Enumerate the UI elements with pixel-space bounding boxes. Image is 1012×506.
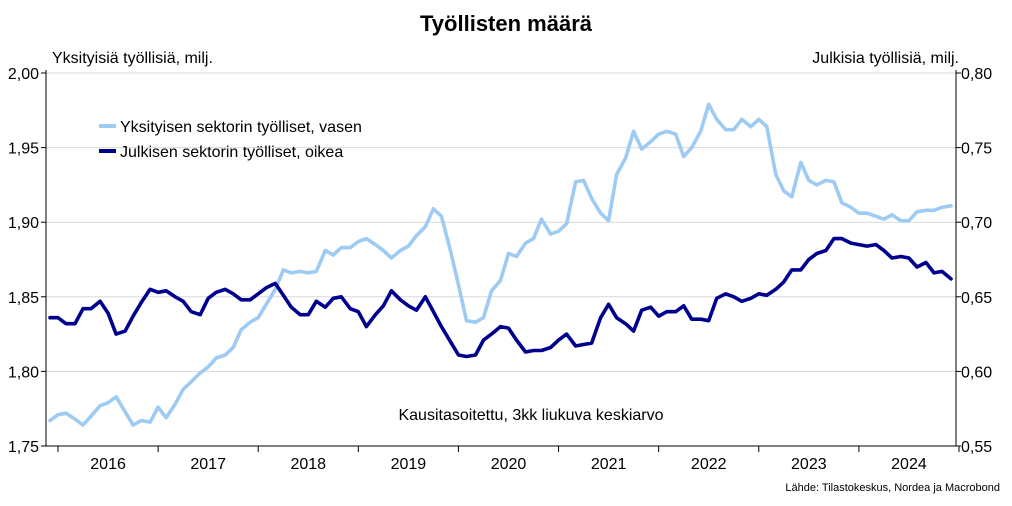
right-axis-ticks: 0,55 0,60 0,65 0,70 0,75 0,80 xyxy=(956,66,992,456)
right-tick-label: 0,55 xyxy=(961,439,992,456)
private-sector-line xyxy=(48,102,953,427)
left-axis-ticks: 1,75 1,80 1,85 1,90 1,95 2,00 xyxy=(8,66,46,456)
public-sector-line xyxy=(48,236,953,359)
x-axis-ticks: 2016 2017 2018 2019 2020 2021 2022 2023 2024 xyxy=(57,446,960,473)
left-tick-label: 1,95 xyxy=(8,141,39,158)
axes xyxy=(45,70,957,447)
right-tick-label: 0,70 xyxy=(961,215,992,232)
x-tick-label: 2024 xyxy=(891,456,927,473)
left-tick-label: 2,00 xyxy=(8,66,39,83)
x-tick-label: 2022 xyxy=(691,456,727,473)
left-axis-title: Yksityisiä työllisiä, milj. xyxy=(52,50,213,67)
left-tick-label: 1,75 xyxy=(8,439,39,456)
x-tick-label: 2023 xyxy=(791,456,827,473)
right-tick-label: 0,80 xyxy=(961,66,992,83)
x-tick-label: 2019 xyxy=(391,456,427,473)
chart-annotation: Kausitasoitettu, 3kk liukuva keskiarvo xyxy=(398,407,663,424)
left-tick-label: 1,80 xyxy=(8,364,39,381)
legend-label-private: Yksityisen sektorin työlliset, vasen xyxy=(120,119,362,136)
left-tick-label: 1,90 xyxy=(8,215,39,232)
right-tick-label: 0,75 xyxy=(961,141,992,158)
right-tick-label: 0,65 xyxy=(961,290,992,307)
right-tick-label: 0,60 xyxy=(961,364,992,381)
legend-label-public: Julkisen sektorin työlliset, oikea xyxy=(120,144,343,161)
right-axis-title: Julkisia työllisiä, milj. xyxy=(812,50,959,67)
legend: Yksityisen sektorin työlliset, vasen Jul… xyxy=(99,119,362,161)
x-tick-label: 2021 xyxy=(591,456,627,473)
left-tick-label: 1,85 xyxy=(8,290,39,307)
x-tick-label: 2020 xyxy=(491,456,527,473)
x-tick-label: 2018 xyxy=(290,456,326,473)
x-tick-label: 2016 xyxy=(90,456,126,473)
series-lines xyxy=(48,102,953,427)
source-note: Lähde: Tilastokeskus, Nordea ja Macrobon… xyxy=(785,482,1000,494)
x-tick-label: 2017 xyxy=(190,456,226,473)
chart-title: Työllisten määrä xyxy=(420,11,593,36)
